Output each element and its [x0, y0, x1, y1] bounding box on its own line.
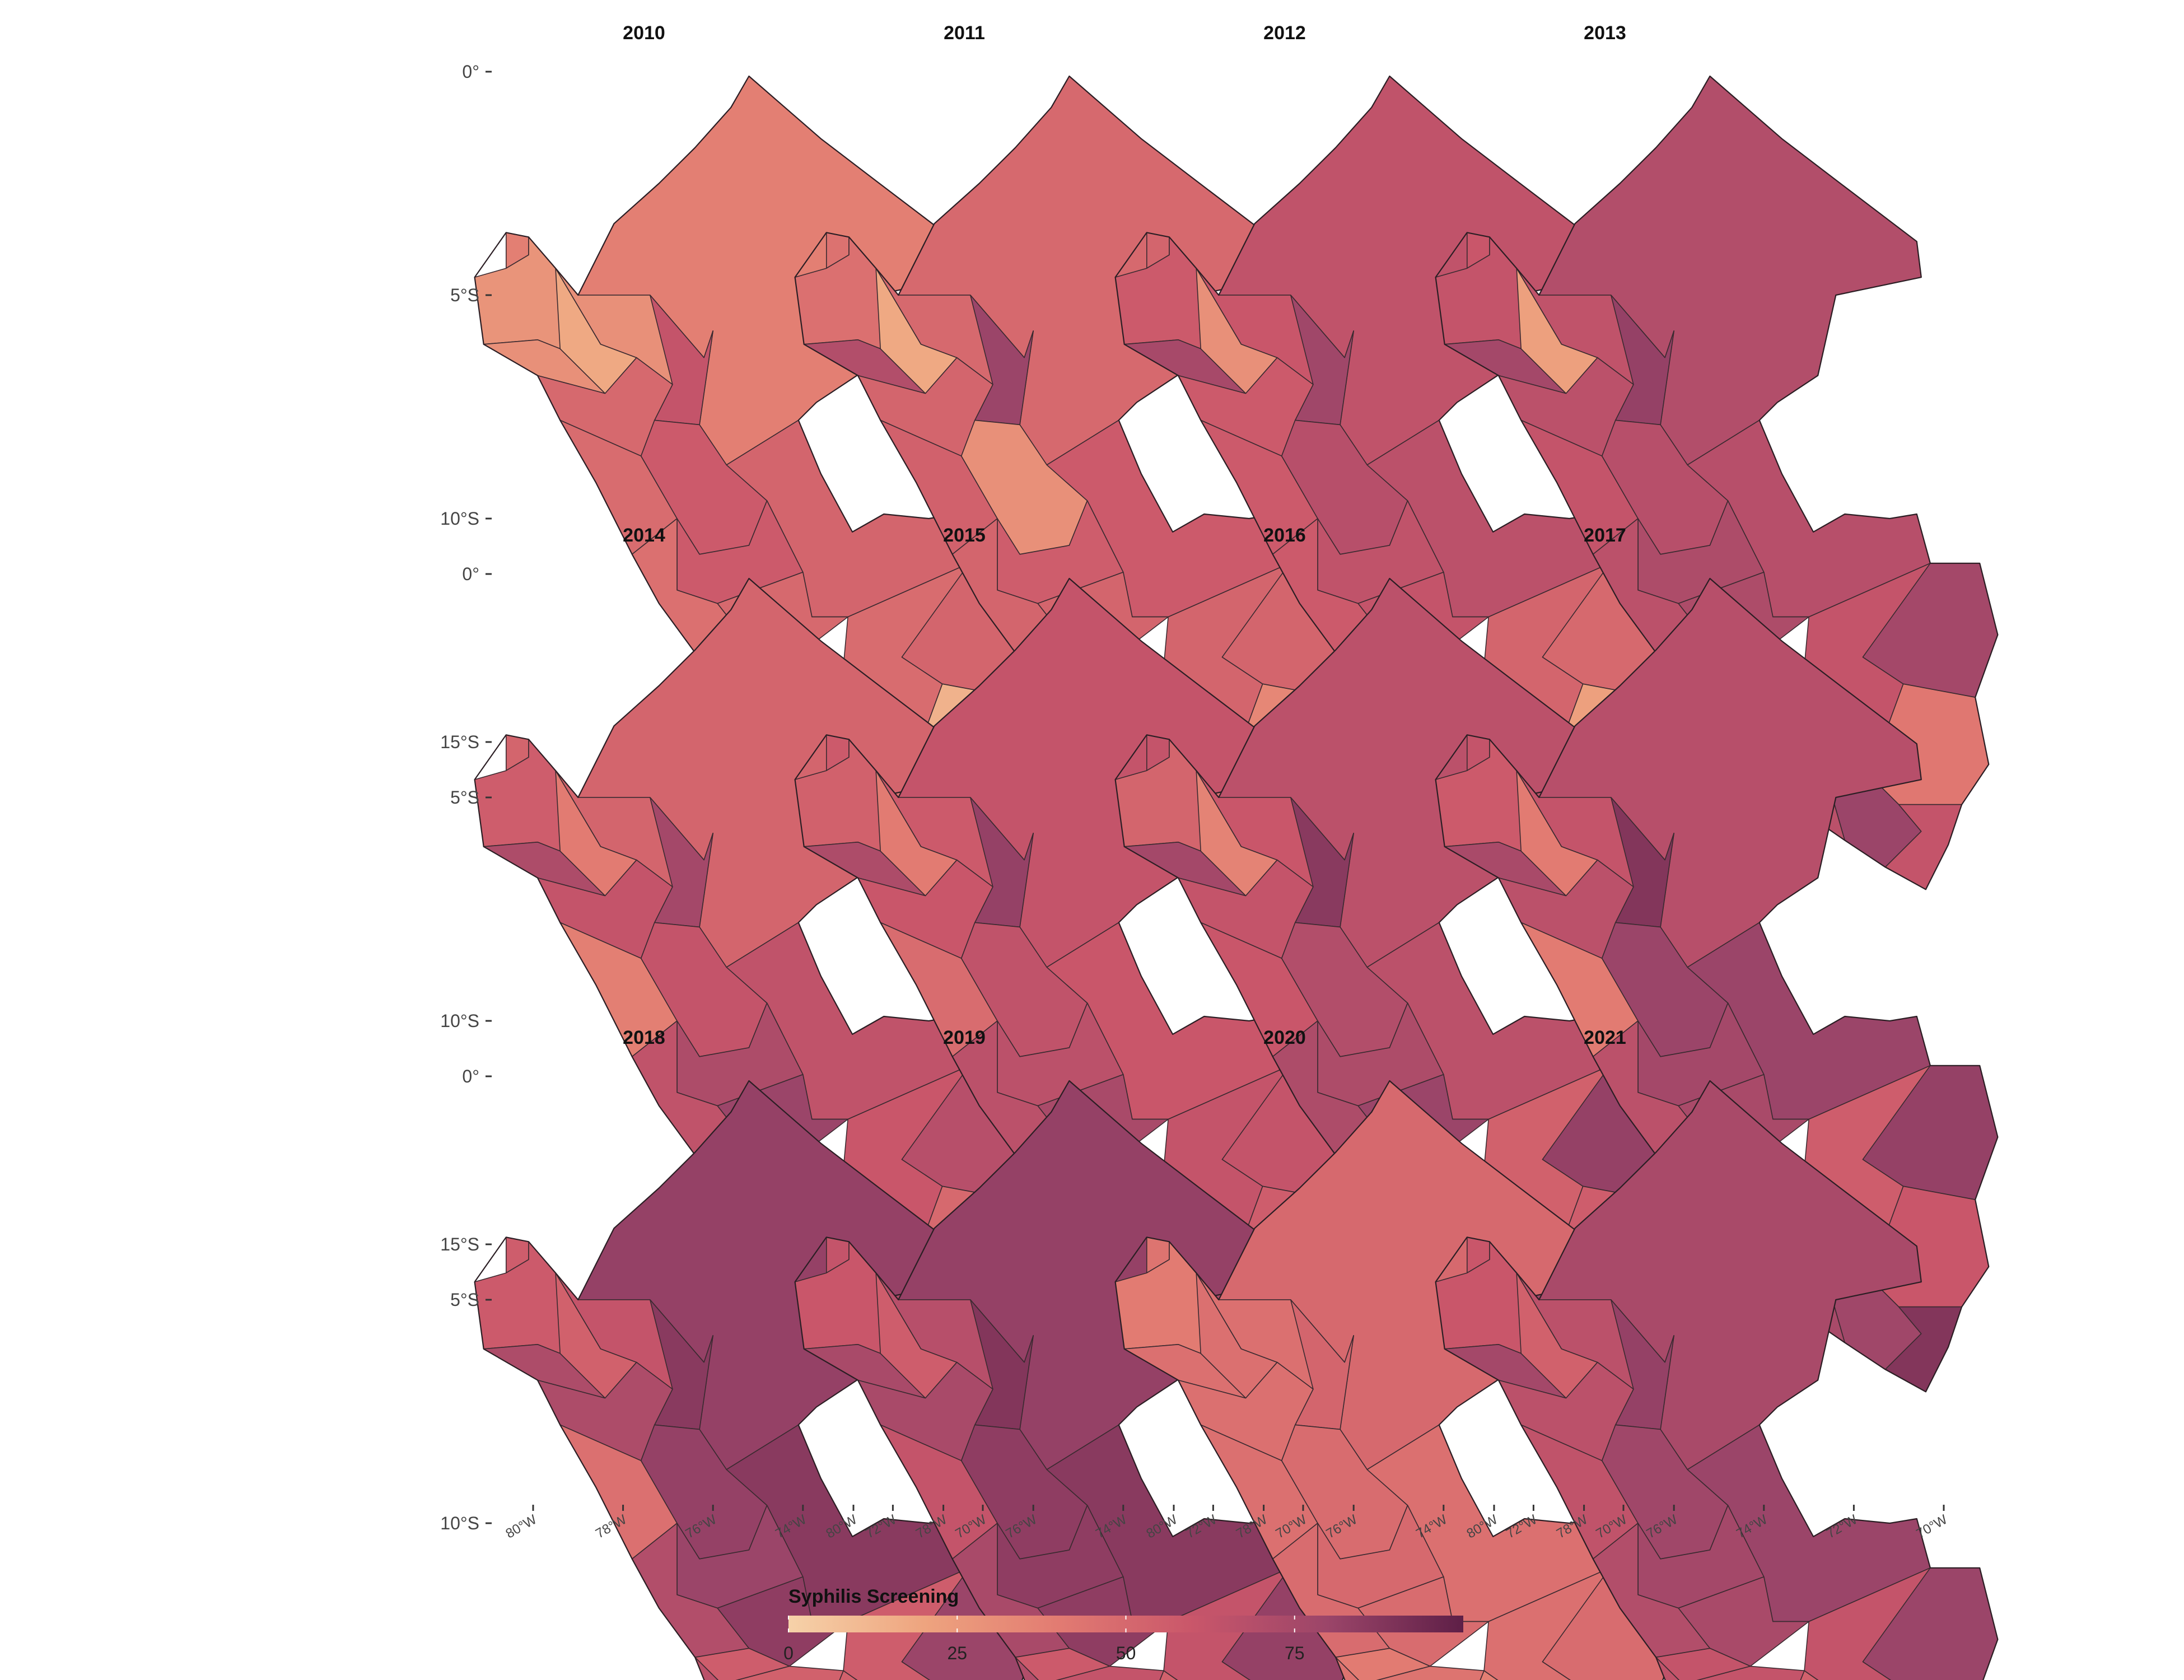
- lat-label: 10°S: [440, 1011, 479, 1031]
- map-panels: 2010 2011 2012 2013 2014 2015 2016 2017 2018 2019…: [474, 22, 1999, 1680]
- lon-label: 70°W: [1914, 1512, 1950, 1542]
- region-apurimac: [1800, 1670, 1819, 1680]
- region-apurimac: [839, 1670, 858, 1680]
- lon-label: 80°W: [503, 1512, 539, 1542]
- region-ayacucho: [735, 1665, 844, 1680]
- legend-tick-label: 25: [947, 1643, 967, 1663]
- color-legend: Syphilis Screening 0 25 50 75: [783, 1586, 1463, 1663]
- panel-title: 2016: [1263, 525, 1306, 546]
- country-outline: [1435, 75, 1999, 890]
- country-outline: [474, 1080, 1038, 1680]
- panel-title: 2019: [943, 1027, 986, 1048]
- country-outline: [1435, 1080, 1999, 1680]
- legend-tick-label: 0: [783, 1643, 794, 1663]
- panel-title: 2014: [623, 525, 665, 546]
- region-ica: [694, 1656, 719, 1680]
- country-outline: [1114, 1080, 1678, 1680]
- region-ica: [1335, 1656, 1360, 1680]
- map-panel-2018: 2018: [474, 1027, 1038, 1680]
- lat-label: 5°S: [450, 787, 479, 808]
- lat-label: 5°S: [450, 1290, 479, 1310]
- lat-label: 0°: [462, 564, 479, 584]
- panel-title: 2015: [943, 525, 986, 546]
- panel-title: 2010: [623, 22, 665, 44]
- region-ica: [1655, 1656, 1680, 1680]
- region-ayacucho: [1056, 1665, 1164, 1680]
- panel-title: 2012: [1263, 22, 1306, 44]
- country-outline: [794, 1080, 1358, 1680]
- lat-label: 10°S: [440, 1513, 479, 1533]
- region-ayacucho: [1376, 1665, 1485, 1680]
- lat-label: 0°: [462, 62, 479, 82]
- panel-title: 2013: [1584, 22, 1626, 44]
- panel-title: 2018: [623, 1027, 665, 1048]
- country-outline: [1435, 577, 1999, 1393]
- region-ica: [1015, 1656, 1039, 1680]
- legend-tick-label: 50: [1116, 1643, 1136, 1663]
- legend-title: Syphilis Screening: [788, 1586, 959, 1607]
- region-apurimac: [1480, 1670, 1499, 1680]
- latitude-axis: 0°5°S10°S15°S0°5°S10°S15°S0°5°S10°S15°S: [440, 62, 492, 1533]
- map-panel-2021: 2021: [1435, 1027, 1999, 1680]
- map-panel-2019: 2019: [794, 1027, 1358, 1680]
- legend-ticks: 0 25 50 75: [783, 1616, 1305, 1663]
- panel-title: 2020: [1263, 1027, 1306, 1048]
- lat-label: 15°S: [440, 1234, 479, 1254]
- legend-tick-label: 75: [1285, 1643, 1305, 1663]
- region-apurimac: [1159, 1670, 1178, 1680]
- region-ayacucho: [1696, 1665, 1805, 1680]
- lat-label: 5°S: [450, 285, 479, 305]
- panel-title: 2021: [1584, 1027, 1626, 1048]
- lat-label: 10°S: [440, 508, 479, 529]
- lat-label: 15°S: [440, 732, 479, 752]
- panel-title: 2011: [944, 22, 985, 44]
- lat-label: 0°: [462, 1066, 479, 1086]
- panel-title: 2017: [1584, 525, 1626, 546]
